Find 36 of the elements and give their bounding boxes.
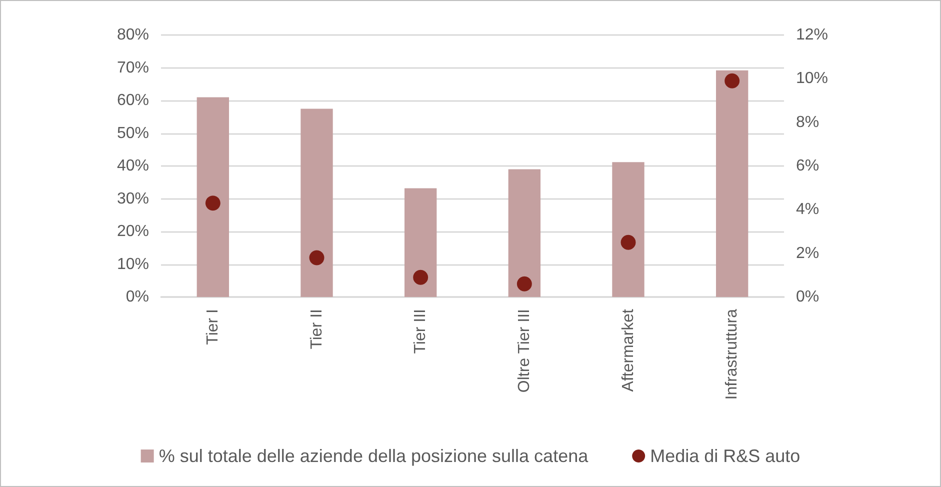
y2-tick-label: 6% [796, 158, 820, 174]
y2-tick-label: 2% [796, 244, 820, 262]
y-tick-label: 30% [116, 190, 149, 208]
bar [716, 70, 748, 297]
x-tick-label: Aftermarket [620, 308, 637, 392]
point [724, 73, 740, 88]
point [413, 270, 428, 285]
y-tick-label: 10% [116, 256, 149, 273]
legend-label: Media di R&S auto [650, 446, 800, 466]
y2-tick-label: 0% [796, 288, 820, 306]
y-tick-label: 70% [116, 59, 149, 76]
point [309, 250, 324, 266]
y2-tick-label: 10% [796, 70, 828, 88]
x-tick-label: Oltre Tier III [516, 309, 533, 393]
bar [612, 162, 644, 297]
bar [196, 97, 230, 297]
x-tick-label: Tier II [308, 309, 326, 350]
x-tick-label: Tier III [412, 309, 430, 354]
y-tick-label: 60% [116, 92, 149, 109]
x-tick-label: Tier I [204, 309, 222, 345]
y2-tick-label: 8% [796, 114, 820, 131]
x-tick-label: Infrastruttura [724, 308, 741, 400]
y-tick-label: 40% [116, 158, 149, 174]
point [205, 196, 220, 211]
y-tick-label: 50% [116, 124, 149, 142]
point [516, 276, 532, 292]
point [620, 234, 636, 250]
bar [508, 169, 541, 297]
bar [300, 108, 333, 297]
bar [404, 188, 437, 297]
legend-label: % sul totale delle aziende della posizione sulla catena [158, 446, 590, 466]
y2-tick-label: 4% [796, 201, 820, 218]
y2-tick-label: 12% [796, 26, 828, 44]
y-tick-label: 20% [116, 223, 149, 240]
y-tick-label: 80% [116, 26, 149, 44]
y-tick-label: 0% [126, 288, 149, 306]
